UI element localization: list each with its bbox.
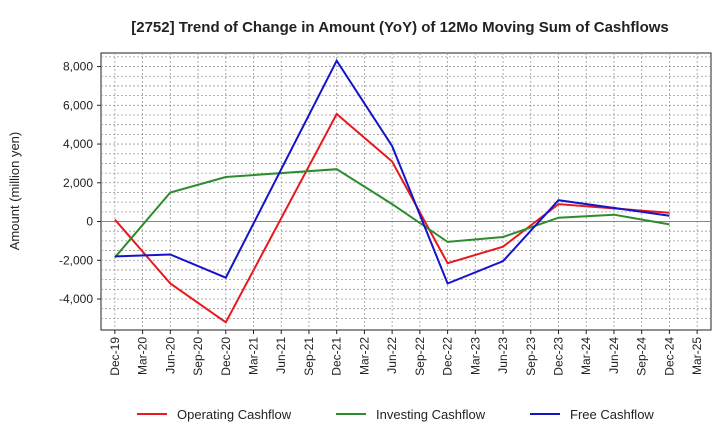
x-tick-label: Sep-22 [413, 337, 427, 376]
y-axis: -4,000 -2,000 0 2,000 4,000 6,000 8,000 [59, 60, 101, 306]
x-tick-label: Dec-20 [219, 337, 233, 376]
y-axis-label: Amount (million yen) [7, 132, 22, 251]
y-tick-label: -4,000 [59, 292, 93, 306]
x-tick-label: Dec-19 [108, 337, 122, 376]
x-tick-label: Jun-24 [607, 337, 621, 374]
x-tick-label: Dec-24 [662, 337, 676, 376]
y-tick-label: 0 [86, 215, 93, 229]
x-tick-label: Mar-21 [247, 337, 261, 375]
x-tick-label: Jun-22 [385, 337, 399, 374]
x-tick-label: Jun-23 [496, 337, 510, 374]
legend-label: Free Cashflow [570, 407, 654, 422]
y-tick-label: 6,000 [63, 98, 93, 112]
x-tick-label: Sep-24 [635, 337, 649, 376]
x-tick-label: Mar-25 [690, 337, 704, 375]
chart-title: [2752] Trend of Change in Amount (YoY) o… [131, 19, 669, 36]
x-tick-label: Jun-20 [163, 337, 177, 374]
legend-label: Investing Cashflow [376, 407, 486, 422]
plot-area [101, 53, 711, 330]
x-tick-label: Mar-24 [579, 337, 593, 375]
x-tick-label: Sep-23 [524, 337, 538, 376]
x-tick-label: Mar-20 [136, 337, 150, 375]
x-tick-label: Mar-23 [468, 337, 482, 375]
x-tick-label: Dec-21 [330, 337, 344, 376]
y-tick-label: -2,000 [59, 253, 93, 267]
y-tick-label: 2,000 [63, 176, 93, 190]
legend: Operating Cashflow Investing Cashflow Free… [137, 407, 654, 422]
x-tick-label: Jun-21 [274, 337, 288, 374]
x-tick-label: Sep-20 [191, 337, 205, 376]
legend-label: Operating Cashflow [177, 407, 292, 422]
x-tick-label: Dec-22 [441, 337, 455, 376]
y-tick-label: 4,000 [63, 137, 93, 151]
x-tick-label: Sep-21 [302, 337, 316, 376]
x-tick-label: Mar-22 [357, 337, 371, 375]
cashflow-line-chart: [2752] Trend of Change in Amount (YoY) o… [0, 0, 720, 440]
y-tick-label: 8,000 [63, 60, 93, 74]
x-tick-label: Dec-23 [552, 337, 566, 376]
x-axis: Dec-19 Mar-20 Jun-20 Sep-20 Dec-20 Mar-21 Jun-… [108, 330, 704, 376]
